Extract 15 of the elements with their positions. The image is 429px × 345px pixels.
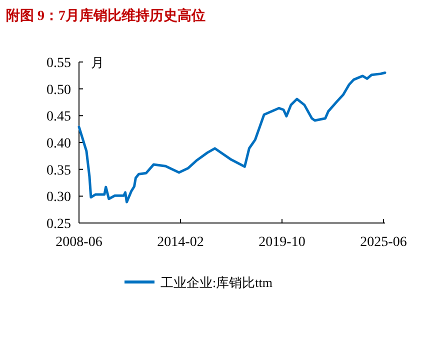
y-tick-label: 0.30 — [46, 190, 71, 206]
x-tick-label: 2008-06 — [56, 235, 102, 250]
legend-label: 工业企业:库销比ttm — [160, 275, 272, 290]
x-tick-label: 2014-02 — [157, 235, 204, 250]
x-tick-label: 2019-10 — [258, 235, 306, 250]
y-tick-label: 0.50 — [46, 82, 71, 98]
y-tick-label: 0.25 — [46, 217, 71, 232]
y-tick-label: 0.40 — [46, 136, 71, 152]
x-tick-label: 2025-06 — [360, 235, 407, 250]
y-tick-label: 0.45 — [46, 110, 71, 125]
y-tick-label: 0.35 — [46, 163, 71, 178]
y-axis-title: 月 — [91, 55, 104, 70]
line-series — [78, 71, 386, 204]
y-tick-label: 0.55 — [46, 56, 71, 71]
chart-title: 附图 9：7月库销比维持历史高位 — [6, 7, 206, 24]
